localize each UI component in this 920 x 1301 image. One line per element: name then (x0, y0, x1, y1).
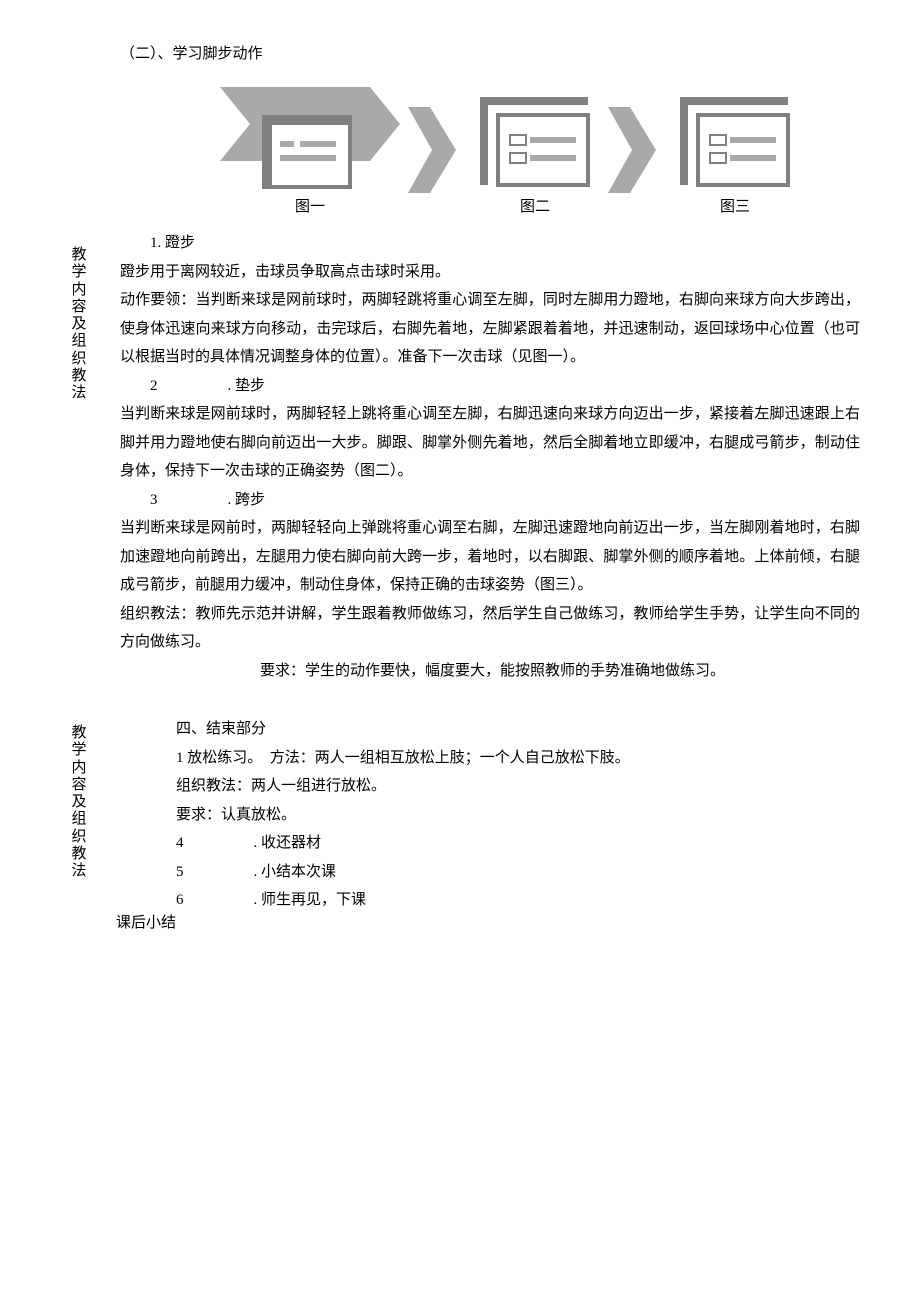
figure-one-graphic (220, 79, 400, 189)
diagram-3: 图三 (670, 79, 800, 222)
vertical-label-end: 教学内容及组织教法 (70, 715, 88, 880)
vertical-label-main: 教学内容及组织教法 (70, 229, 88, 402)
diagram-2: 图二 (470, 79, 600, 222)
section-heading: （二）、学习脚步动作 (120, 40, 860, 69)
end-5: 5 . 小结本次课 (176, 858, 860, 887)
requirement: 要求：学生的动作要快，幅度要大，能按照教师的手势准确地做练习。 (260, 657, 860, 686)
figure-two-graphic (470, 79, 600, 189)
end-org: 组织教法：两人一组进行放松。 (176, 772, 860, 801)
step2-line: 2 . 垫步 (150, 372, 860, 401)
chevron-1 (400, 95, 470, 205)
step1-body: 动作要领：当判断来球是网前球时，两脚轻跳将重心调至左脚，同时左脚用力蹬地，右脚向… (120, 286, 860, 372)
chevron-2 (600, 95, 670, 205)
caption-2: 图二 (520, 193, 550, 222)
step1-title: 1. 蹬步 (150, 229, 860, 258)
end-req: 要求：认真放松。 (176, 801, 860, 830)
step1-intro: 蹬步用于离网较近，击球员争取高点击球时采用。 (120, 258, 860, 287)
end-4-label: . 收还器材 (254, 835, 322, 851)
figure-three-graphic (670, 79, 800, 189)
caption-1: 图一 (295, 193, 325, 222)
org-method: 组织教法：教师先示范并讲解，学生跟着教师做练习，然后学生自己做练习，教师给学生手… (120, 600, 860, 657)
step3-body: 当判断来球是网前时，两脚轻轻向上弹跳将重心调至右脚，左脚迅速蹬地向前迈出一步，当… (120, 514, 860, 600)
step2-body: 当判断来球是网前球时，两脚轻轻上跳将重心调至左脚，右脚迅速向来球方向迈出一步，紧… (120, 400, 860, 486)
step3-line: 3 . 跨步 (150, 486, 860, 515)
caption-3: 图三 (720, 193, 750, 222)
end-5-num: 5 (176, 864, 184, 880)
end-4-num: 4 (176, 835, 184, 851)
step2-label: . 垫步 (228, 378, 266, 394)
diagram-row: 图一 图二 图三 (160, 79, 860, 222)
end-content: 四、结束部分 1 放松练习。 方法：两人一组相互放松上肢；一个人自己放松下肢。 … (88, 715, 860, 937)
diagram-1: 图一 (220, 79, 400, 222)
main-content: 1. 蹬步 蹬步用于离网较近，击球员争取高点击球时采用。 动作要领：当判断来球是… (88, 229, 860, 685)
end-6-num: 6 (176, 892, 184, 908)
step2-num: 2 (150, 378, 158, 394)
end-4: 4 . 收还器材 (176, 829, 860, 858)
end-6-label: . 师生再见，下课 (254, 892, 367, 908)
step3-label: . 跨步 (228, 492, 266, 508)
end-5-label: . 小结本次课 (254, 864, 337, 880)
end-1: 1 放松练习。 方法：两人一组相互放松上肢；一个人自己放松下肢。 (176, 744, 860, 773)
step3-num: 3 (150, 492, 158, 508)
end-title: 四、结束部分 (176, 715, 860, 744)
